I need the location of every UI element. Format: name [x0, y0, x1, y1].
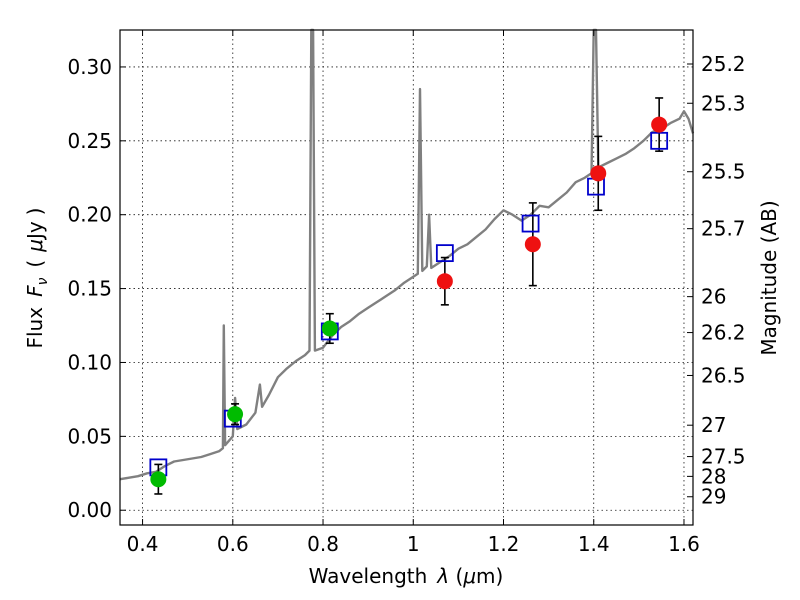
y-tick-label: 0.05 — [67, 424, 112, 448]
error-bars — [154, 97, 664, 495]
x-tick-label: 1.6 — [668, 532, 700, 556]
right-tick-label: 26 — [701, 285, 726, 309]
y-tick-label: 0.15 — [67, 277, 112, 301]
y-tick-label: 0.30 — [67, 55, 112, 79]
x-tick-label: 1.2 — [488, 532, 520, 556]
model-photometry-series — [149, 131, 669, 477]
y-tick-label: 0.00 — [67, 498, 112, 522]
model-photometry-square — [587, 177, 605, 196]
y-axis-title: FluxFν(μJy) — [23, 207, 51, 348]
y-tick-label: 0.25 — [67, 129, 112, 153]
right-tick-label: 28 — [701, 464, 726, 488]
observed-point — [590, 165, 607, 182]
y-axis-ticks: 0.00 0.05 0.10 0.15 0.20 0.25 0.30 — [67, 55, 126, 522]
observed-point — [651, 116, 668, 133]
observed-point — [321, 320, 338, 337]
model-photometry-square — [435, 244, 454, 263]
model-photometry-square — [650, 131, 669, 150]
y-tick-label: 0.20 — [67, 203, 112, 227]
right-tick-label: 26.2 — [701, 321, 746, 345]
x-axis-ticks: 0.4 0.6 0.8 1 1.2 1.4 1.6 — [127, 30, 700, 556]
y-tick-label: 0.10 — [67, 350, 112, 374]
x-tick-label: 1 — [407, 532, 420, 556]
spectrum-series — [119, 28, 695, 481]
right-tick-label: 25.2 — [701, 52, 746, 76]
observed-point — [227, 406, 244, 423]
x-axis-title: Wavelength λ (μm) — [309, 564, 504, 588]
x-tick-label: 0.4 — [127, 532, 159, 556]
spectrum-line — [119, 28, 695, 481]
right-tick-label: 26.5 — [701, 363, 746, 387]
right-tick-label: 29 — [701, 485, 726, 509]
grid-lines — [120, 30, 693, 525]
right-tick-label: 27 — [701, 413, 726, 437]
right-tick-label: 25.3 — [701, 91, 746, 115]
observed-point — [524, 236, 541, 253]
observed-point — [436, 273, 453, 290]
right-tick-label: 25.7 — [701, 217, 746, 241]
x-tick-label: 1.4 — [578, 532, 610, 556]
observed-photometry-series — [150, 116, 668, 488]
observed-point — [150, 471, 167, 488]
x-tick-label: 0.8 — [307, 532, 339, 556]
plot-frame — [119, 29, 694, 526]
right-axis-title: Magnitude (AB) — [757, 200, 781, 355]
right-tick-label: 27.5 — [701, 445, 746, 469]
x-tick-label: 0.6 — [217, 532, 249, 556]
right-tick-label: 25.5 — [701, 160, 746, 184]
model-photometry-square — [521, 214, 540, 233]
